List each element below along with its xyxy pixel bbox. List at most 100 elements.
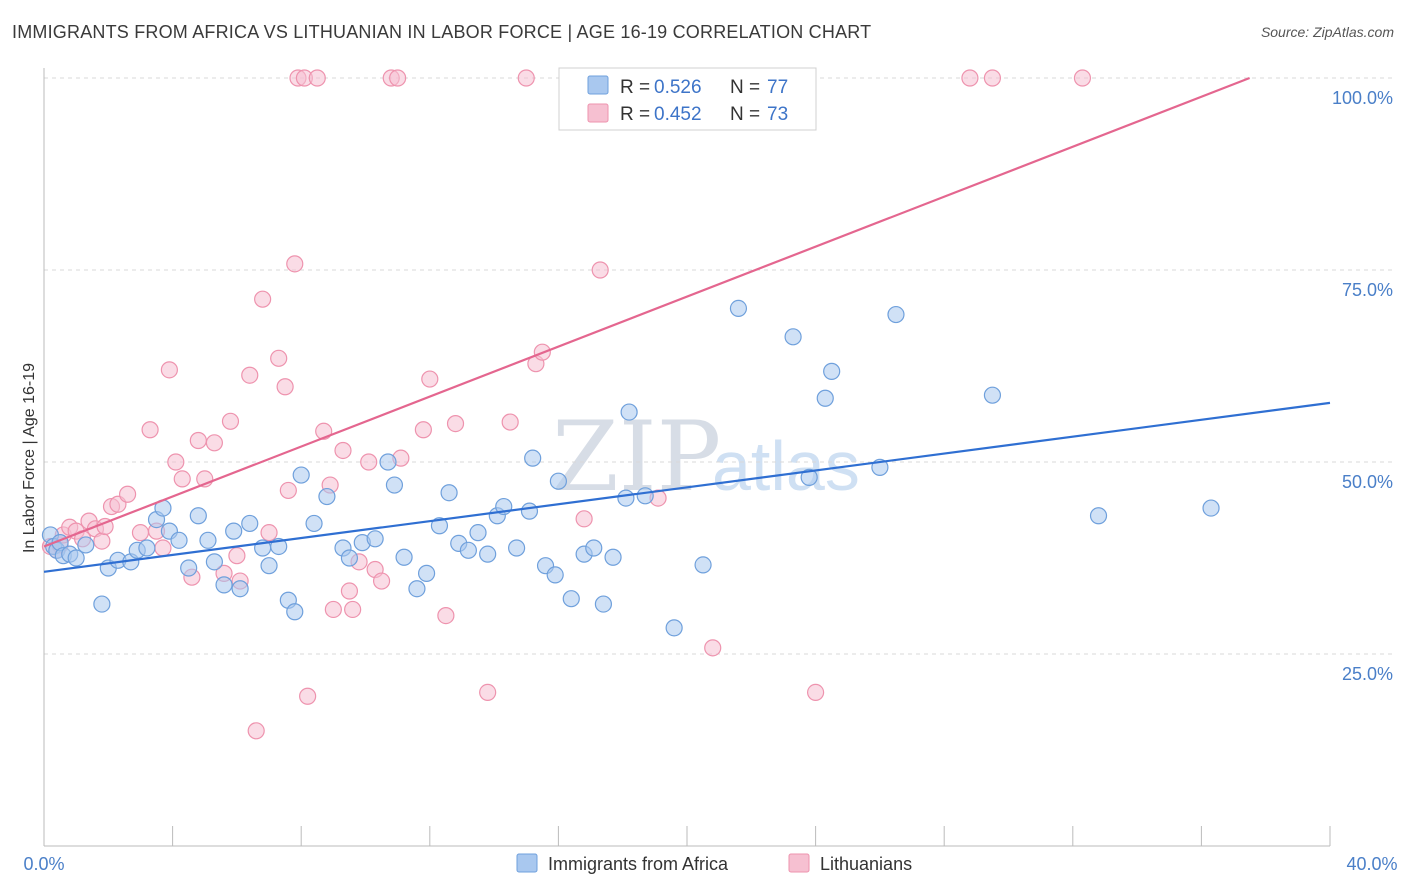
africa-point (260, 557, 278, 575)
africa-point (508, 539, 526, 557)
lithuanian-point (160, 361, 178, 379)
africa-point (318, 487, 336, 506)
africa-point (292, 466, 310, 484)
africa-point (205, 553, 223, 571)
africa-point (729, 299, 748, 317)
watermark-zip: ZIP (552, 401, 721, 513)
trend-lines (43, 76, 1331, 573)
lithuanian-point (591, 261, 609, 279)
africa-point (665, 619, 683, 637)
stats-legend: R = 0.526 N = 77 R = 0.452 N = 73 (558, 67, 817, 131)
lithuanian-point (372, 572, 391, 590)
lithuanian-point (205, 434, 223, 452)
lithuanian-point (446, 415, 465, 433)
africa-point (617, 489, 635, 507)
lithuanian-point (961, 69, 979, 87)
africa-point (887, 305, 905, 324)
africa-point (983, 386, 1002, 404)
africa-point (225, 522, 243, 540)
africa-point (816, 389, 834, 407)
lithuanian-point (324, 600, 342, 619)
lithuanian-point (1073, 69, 1092, 87)
africa-point (241, 514, 259, 533)
legend-swatch-lithuanians (788, 853, 810, 873)
africa-point (77, 536, 95, 554)
africa-point (1202, 499, 1220, 517)
africa-point (520, 502, 539, 520)
africa-point (524, 449, 542, 467)
legend-r-label-2: R = (620, 104, 650, 125)
africa-point (180, 559, 198, 577)
africa-point (215, 576, 233, 594)
africa-point (594, 595, 613, 613)
legend-n-value-1: 77 (767, 77, 788, 98)
lithuanian-point (189, 431, 207, 450)
africa-point (67, 549, 85, 567)
africa-point (800, 468, 818, 486)
trend-line-lithuanians (43, 76, 1251, 548)
africa-point (231, 580, 249, 598)
lithuanian-point (334, 441, 352, 460)
watermark-atlas: atlas (712, 427, 860, 505)
lithuanian-point (260, 524, 278, 542)
africa-point (170, 531, 188, 549)
africa-point (469, 524, 487, 542)
legend-swatch-blue (587, 75, 609, 95)
lithuanian-point (501, 413, 519, 431)
africa-point (585, 539, 603, 557)
x-ticks (172, 826, 1331, 846)
africa-point (395, 548, 413, 566)
series-legend: Immigrants from Africa Lithuanians (516, 853, 912, 874)
lithuanian-point (270, 349, 288, 367)
africa-point (440, 484, 458, 502)
lithuanian-point (299, 687, 317, 705)
africa-point (546, 566, 564, 584)
legend-swatch-pink (587, 103, 609, 123)
lithuanian-point (806, 683, 825, 702)
lithuanian-point (221, 412, 240, 430)
y-tick-label: 75.0% (1342, 280, 1393, 300)
africa-point (1089, 507, 1108, 525)
lithuanian-point (141, 421, 159, 439)
lithuanian-point (286, 255, 304, 273)
africa-point (385, 476, 404, 494)
africa-point (459, 541, 477, 559)
lithuanian-point (344, 600, 362, 619)
legend-n-label-1: N = (730, 77, 760, 98)
legend-n-value-2: 73 (767, 104, 788, 125)
lithuanian-point (279, 481, 297, 500)
watermark: ZIP atlas (552, 401, 860, 513)
africa-point (823, 362, 841, 380)
lithuanian-point (118, 485, 137, 503)
legend-swatch-africa (516, 853, 538, 873)
lithuanian-point (254, 290, 272, 308)
africa-point (430, 517, 449, 535)
lithuanian-point (228, 547, 246, 565)
africa-point (784, 328, 802, 346)
lithuanian-point (154, 539, 172, 557)
lithuanian-point (704, 639, 722, 657)
africa-point (340, 549, 359, 567)
africa-point (366, 530, 384, 548)
lithuanian-point (360, 453, 378, 471)
africa-point (636, 487, 654, 505)
africa-point (93, 595, 111, 613)
lithuanian-point (131, 524, 150, 542)
lithuanian-point (437, 606, 455, 625)
lithuanian-point (414, 421, 432, 439)
x-tick-label-min: 0.0% (23, 854, 64, 874)
africa-point (417, 564, 436, 582)
lithuanian-point (93, 532, 111, 550)
africa-point (138, 539, 156, 557)
legend-r-value-1: 0.526 (654, 77, 702, 98)
lithuanian-point (479, 683, 497, 702)
trend-line-africa (43, 401, 1331, 573)
chart-title: IMMIGRANTS FROM AFRICA VS LITHUANIAN IN … (12, 22, 872, 42)
africa-point (189, 507, 207, 525)
africa-point (305, 514, 323, 533)
lithuanian-point (340, 582, 359, 600)
lithuanian-point (389, 69, 407, 87)
lithuanian-point (276, 378, 294, 396)
africa-point (620, 403, 638, 421)
